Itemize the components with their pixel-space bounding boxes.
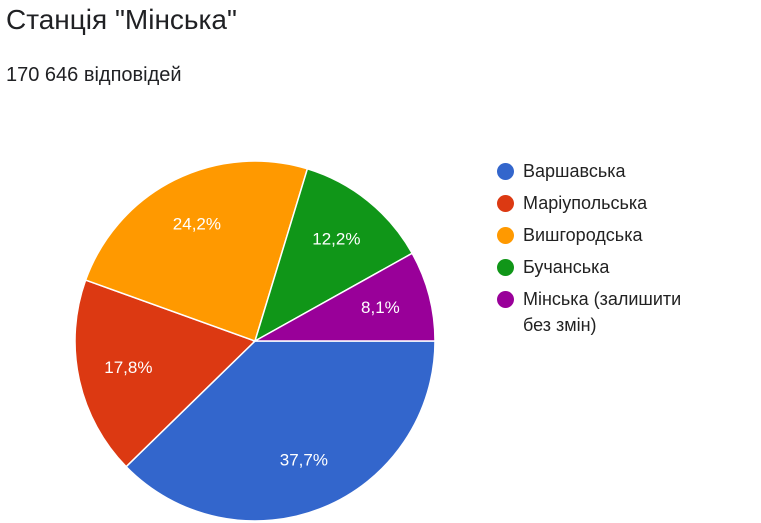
pie-slice xyxy=(125,340,436,522)
legend-swatch xyxy=(497,195,514,212)
legend-label: Мінська (залишити без змін) xyxy=(523,289,682,335)
chart-subtitle: 170 646 відповідей xyxy=(6,64,182,86)
legend-item: Мінська (залишити без змін) xyxy=(496,286,686,338)
slice-label: 12,2% xyxy=(312,230,360,249)
slice-label: 17,8% xyxy=(104,358,152,377)
legend-label: Варшавська xyxy=(523,161,626,181)
pie-slice xyxy=(253,167,414,343)
legend-item: Маріупольська xyxy=(496,190,686,216)
pie-slice xyxy=(252,252,436,342)
legend-label: Маріупольська xyxy=(523,193,648,213)
pie-slice xyxy=(84,160,309,342)
legend-swatch xyxy=(497,291,514,308)
legend-label: Вишгородська xyxy=(523,225,643,245)
legend-item: Вишгородська xyxy=(496,222,686,248)
legend-swatch xyxy=(497,259,514,276)
legend-item: Варшавська xyxy=(496,158,686,184)
chart-title: Станція "Мінська" xyxy=(6,4,237,35)
slice-label: 37,7% xyxy=(280,451,328,470)
legend-swatch xyxy=(497,227,514,244)
legend-label: Бучанська xyxy=(523,257,610,277)
legend: Варшавська Маріупольська Вишгородська Бучан… xyxy=(496,158,686,344)
slice-label: 24,2% xyxy=(173,215,221,234)
slice-label: 8,1% xyxy=(361,298,400,317)
pie-slice xyxy=(74,279,257,468)
legend-item: Бучанська xyxy=(496,254,686,280)
legend-swatch xyxy=(497,163,514,180)
